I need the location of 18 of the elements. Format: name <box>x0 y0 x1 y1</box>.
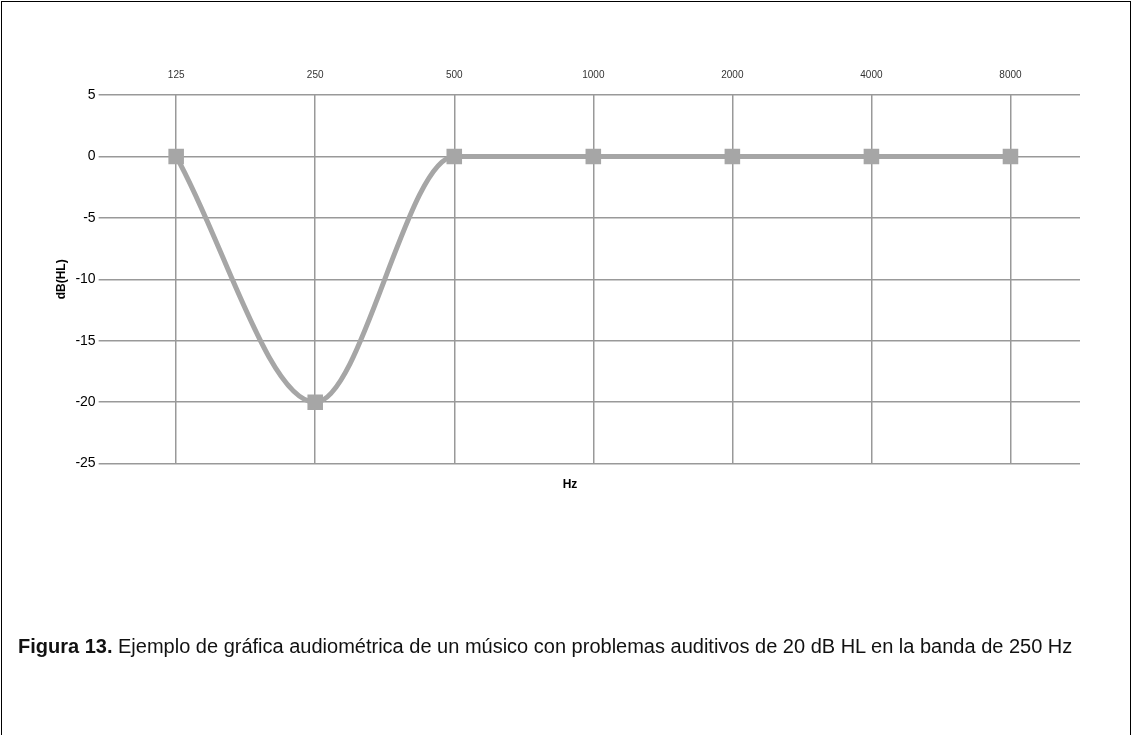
y-tick-label: -15 <box>75 331 96 348</box>
y-tick-label: -20 <box>75 393 96 410</box>
x-tick-label: 8000 <box>999 68 1023 80</box>
x-tick-label: 250 <box>306 68 324 80</box>
y-tick-label: -5 <box>83 208 96 225</box>
y-tick-label: 5 <box>87 85 96 102</box>
y-axis-title: dB(HL) <box>53 259 68 300</box>
text: Figura 13. <box>18 635 114 657</box>
x-tick-label: 500 <box>445 68 464 80</box>
x-tick-label: 2000 <box>721 68 744 80</box>
x-tick-label: 125 <box>167 68 185 80</box>
y-tick-label: -10 <box>75 270 96 287</box>
text: Ejemplo de gráfica audiométrica de un músico con problemas auditivos de 20 dB HL en la banda de 250 Hz <box>118 635 1073 657</box>
y-tick-label: -25 <box>75 454 96 471</box>
y-tick-label: 0 <box>87 147 96 164</box>
x-tick-label: 1000 <box>582 68 605 80</box>
x-axis-title: Hz <box>561 477 579 491</box>
x-tick-label: 4000 <box>860 68 883 80</box>
